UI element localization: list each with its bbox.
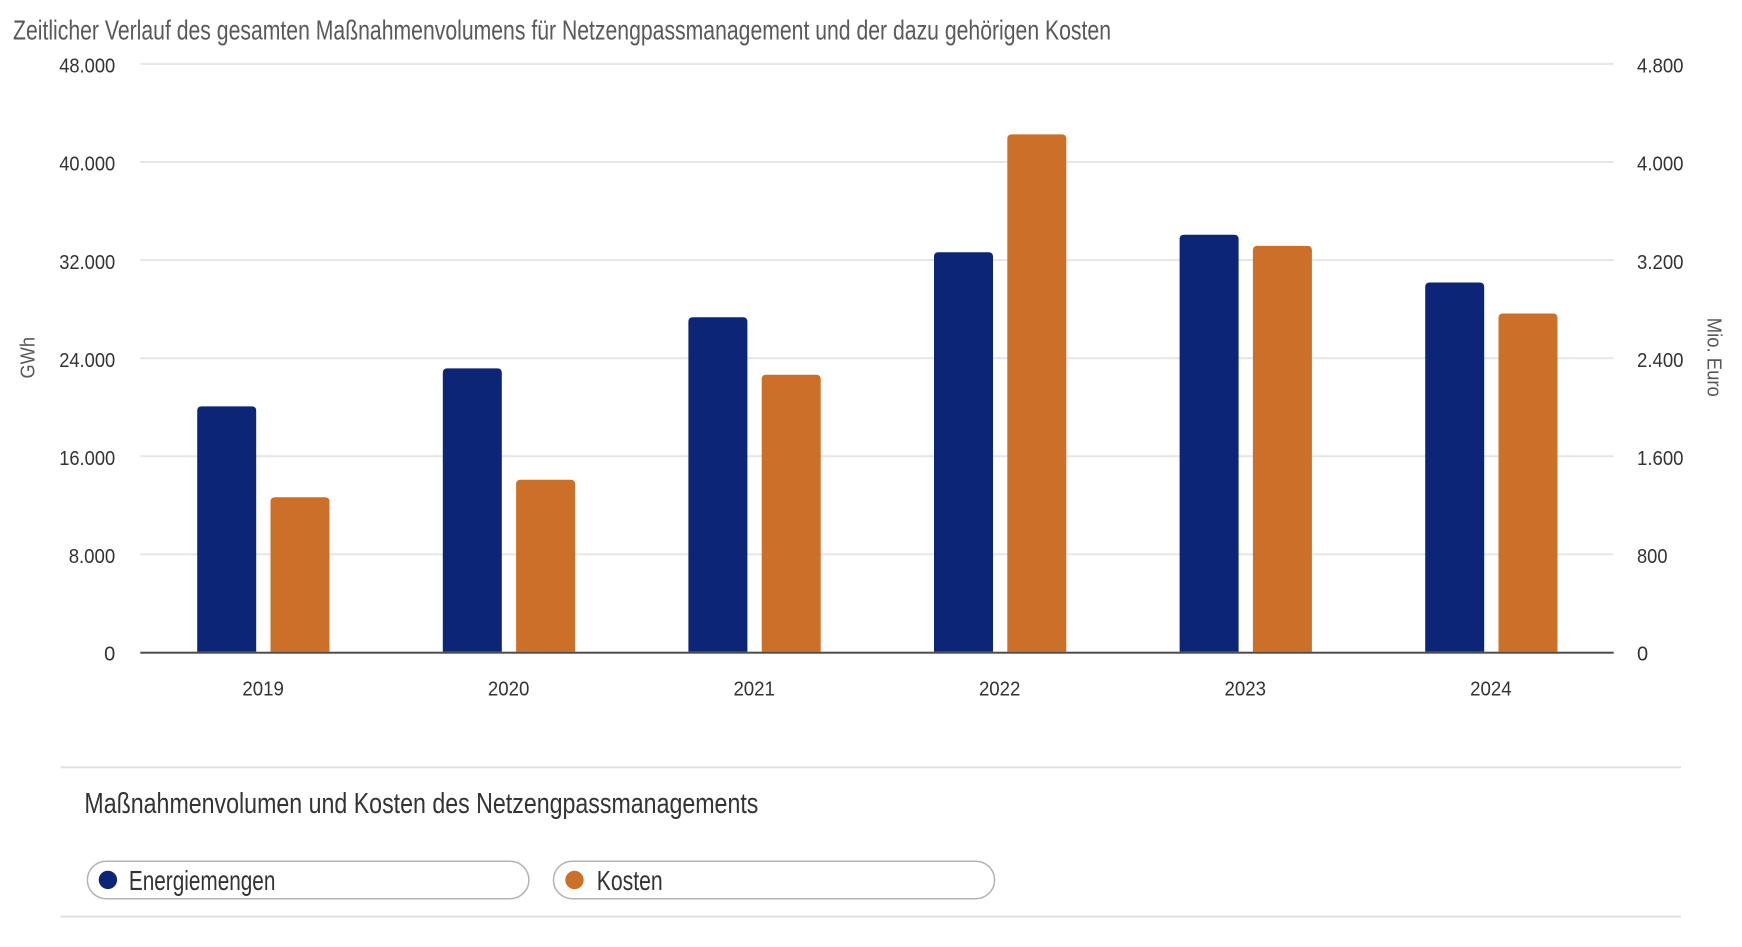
svg-text:2021: 2021 (733, 679, 775, 701)
svg-text:24.000: 24.000 (59, 350, 115, 372)
svg-text:32.000: 32.000 (59, 252, 115, 274)
svg-text:GWh: GWh (18, 337, 40, 379)
svg-text:2.400: 2.400 (1637, 350, 1684, 372)
svg-text:Mio. Euro: Mio. Euro (1703, 318, 1725, 397)
svg-text:Maßnahmenvolumen und Kosten de: Maßnahmenvolumen und Kosten des Netzengp… (84, 788, 758, 820)
svg-text:800: 800 (1637, 546, 1668, 568)
svg-text:40.000: 40.000 (59, 154, 115, 176)
svg-text:4.800: 4.800 (1637, 56, 1684, 78)
svg-text:2022: 2022 (979, 679, 1021, 701)
svg-text:3.200: 3.200 (1637, 252, 1684, 274)
svg-text:1.600: 1.600 (1637, 448, 1684, 470)
svg-text:2024: 2024 (1470, 679, 1512, 701)
svg-text:48.000: 48.000 (59, 56, 115, 78)
svg-text:2023: 2023 (1225, 679, 1267, 701)
svg-text:2019: 2019 (242, 679, 284, 701)
svg-text:0: 0 (1637, 643, 1648, 665)
svg-text:0: 0 (104, 643, 115, 665)
svg-text:Kosten: Kosten (597, 865, 663, 896)
svg-text:16.000: 16.000 (59, 448, 115, 470)
svg-text:8.000: 8.000 (69, 546, 116, 568)
svg-text:2020: 2020 (488, 679, 530, 701)
svg-text:4.000: 4.000 (1637, 154, 1684, 176)
svg-text:Energiemengen: Energiemengen (129, 865, 276, 896)
svg-text:Zeitlicher Verlauf des gesamte: Zeitlicher Verlauf des gesamten Maßnahme… (13, 14, 1111, 45)
